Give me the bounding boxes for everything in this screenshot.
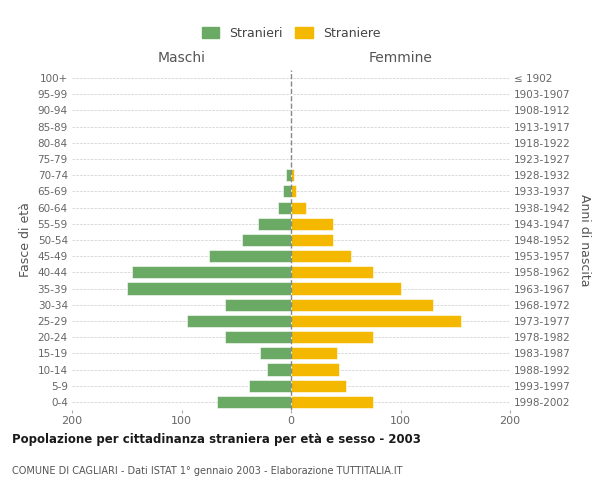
Bar [291, 266, 373, 278]
Bar [127, 282, 291, 294]
Bar [267, 364, 291, 376]
Bar [291, 331, 373, 343]
Bar [291, 169, 294, 181]
Y-axis label: Anni di nascita: Anni di nascita [578, 194, 591, 286]
Bar [209, 250, 291, 262]
Y-axis label: Fasce di età: Fasce di età [19, 202, 32, 278]
Bar [217, 396, 291, 408]
Bar [291, 364, 339, 376]
Bar [291, 315, 461, 327]
Text: Maschi: Maschi [157, 51, 205, 65]
Bar [291, 348, 337, 360]
Bar [132, 266, 291, 278]
Bar [242, 234, 291, 246]
Bar [283, 186, 291, 198]
Text: Popolazione per cittadinanza straniera per età e sesso - 2003: Popolazione per cittadinanza straniera p… [12, 432, 421, 446]
Bar [291, 234, 332, 246]
Bar [258, 218, 291, 230]
Bar [250, 380, 291, 392]
Bar [278, 202, 291, 213]
Bar [226, 331, 291, 343]
Bar [226, 298, 291, 311]
Bar [187, 315, 291, 327]
Bar [260, 348, 291, 360]
Bar [291, 282, 401, 294]
Legend: Stranieri, Straniere: Stranieri, Straniere [197, 22, 385, 45]
Bar [286, 169, 291, 181]
Bar [291, 202, 307, 213]
Bar [291, 218, 332, 230]
Text: Femmine: Femmine [368, 51, 433, 65]
Bar [291, 380, 346, 392]
Bar [291, 250, 351, 262]
Bar [291, 186, 296, 198]
Bar [291, 298, 433, 311]
Bar [291, 396, 373, 408]
Text: COMUNE DI CAGLIARI - Dati ISTAT 1° gennaio 2003 - Elaborazione TUTTITALIA.IT: COMUNE DI CAGLIARI - Dati ISTAT 1° genna… [12, 466, 403, 476]
